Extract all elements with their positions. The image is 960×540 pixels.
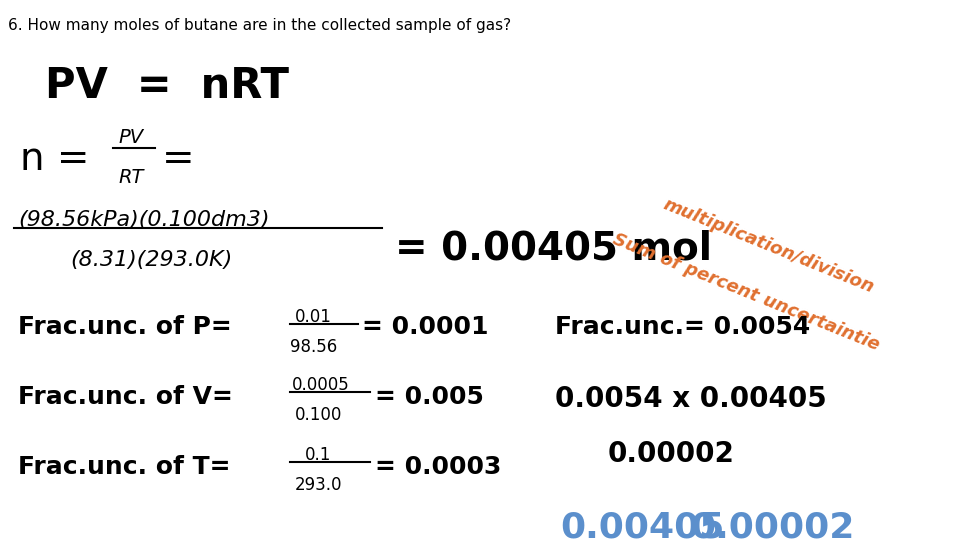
Text: 0.01: 0.01 [295,308,332,326]
Text: 98.56: 98.56 [290,338,337,356]
Text: multiplication/division: multiplication/division [660,195,876,296]
Text: 0.1: 0.1 [305,446,331,464]
Text: = 0.0003: = 0.0003 [375,455,501,479]
Text: 0.0005: 0.0005 [292,376,349,394]
Text: Frac.unc. of P=: Frac.unc. of P= [18,315,231,339]
Text: n =: n = [20,140,89,178]
Text: 6. How many moles of butane are in the collected sample of gas?: 6. How many moles of butane are in the c… [8,18,511,33]
Text: = 0.005: = 0.005 [375,385,484,409]
Text: = 0.00405 mol: = 0.00405 mol [395,230,712,268]
Text: Frac.unc.= 0.0054: Frac.unc.= 0.0054 [555,315,810,339]
Text: 0.0054 x 0.00405: 0.0054 x 0.00405 [555,385,827,413]
Text: PV  =  nRT: PV = nRT [45,65,289,107]
Text: Sum of percent uncertaintie: Sum of percent uncertaintie [610,230,882,354]
Text: (98.56kPa)(0.100dm3): (98.56kPa)(0.100dm3) [18,210,270,230]
Text: 293.0: 293.0 [295,476,343,494]
Text: = 0.0001: = 0.0001 [362,315,489,339]
Text: 0.00002: 0.00002 [690,510,854,540]
Text: Frac.unc. of T=: Frac.unc. of T= [18,455,230,479]
Text: 0.00002: 0.00002 [608,440,734,468]
Text: =: = [162,140,195,178]
Text: Frac.unc. of V=: Frac.unc. of V= [18,385,233,409]
Text: (8.31)(293.0K): (8.31)(293.0K) [70,250,232,270]
Text: 0.100: 0.100 [295,406,343,424]
Text: PV: PV [118,128,143,147]
Text: 0.00405: 0.00405 [560,510,725,540]
Text: RT: RT [118,168,143,187]
